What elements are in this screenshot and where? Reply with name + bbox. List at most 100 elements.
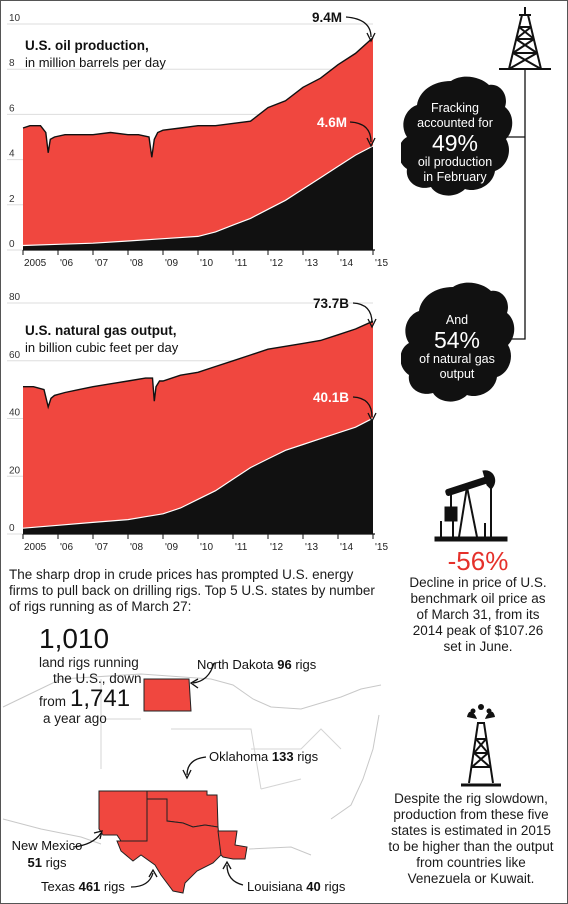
oklahoma-arrowhead: [182, 769, 192, 780]
gas-fracking-label: 40.1B: [313, 390, 349, 405]
gas-total-arrowhead: [367, 318, 377, 329]
x-tick-label: '08: [130, 258, 143, 269]
y-tick-label: 40: [9, 408, 21, 419]
oil-total-arrow: [345, 16, 372, 38]
fracking-area: [23, 418, 373, 534]
x-tick-label: '07: [95, 542, 108, 553]
x-tick-label: '10: [200, 542, 213, 553]
louisiana-label: Louisiana 40 rigs: [247, 879, 345, 894]
texas-label: Texas 461 rigs: [41, 879, 125, 894]
oklahoma-arrow: [186, 756, 207, 776]
oil-total-arrowhead: [366, 32, 376, 43]
fracking-area: [23, 146, 373, 250]
oklahoma-count: 133: [271, 749, 294, 764]
louisiana-shape: [217, 830, 248, 860]
new-mexico-unit: rigs: [45, 855, 67, 870]
x-tick-label: 2005: [24, 542, 47, 553]
y-tick-label: 0: [9, 239, 15, 250]
rigs-intro-line-1: The sharp drop in crude prices has promp…: [9, 567, 354, 582]
fracking-line: [22, 417, 374, 529]
natural-gas-chart: 2005 '06 '07 '08 '09 '10 '11 '12 '13 '14 '15 0 20 40…: [7, 292, 388, 553]
texas-shape: [116, 798, 222, 894]
pumpjack-icon: [434, 470, 508, 542]
north-dakota-arrow: [192, 662, 215, 684]
new-mexico-count: 51: [27, 855, 42, 870]
north-dakota-label: North Dakota 96 rigs: [197, 657, 316, 672]
north-dakota-shape: [143, 678, 192, 712]
rigs-total: 1,010 land rigs running the U.S., down f…: [39, 625, 169, 727]
texas-unit: rigs: [103, 879, 125, 894]
louisiana-unit: rigs: [324, 879, 346, 894]
fracking-line: [22, 145, 374, 247]
rigs-intro-line-3: of rigs running as of March 27:: [9, 599, 192, 614]
x-tick-label: '09: [165, 542, 178, 553]
north-dakota-count: 96: [277, 657, 292, 672]
north-dakota-name: North Dakota: [197, 657, 274, 672]
x-tick-label: '09: [165, 258, 178, 269]
texas-count: 461: [78, 879, 101, 894]
gas-callout-line3: output: [439, 367, 475, 381]
x-tick-label: '06: [60, 258, 73, 269]
price-line-1: Decline in price of U.S.: [409, 575, 547, 590]
x-tick-label: '15: [375, 542, 388, 553]
oil-derrick-icon: [499, 7, 551, 70]
oklahoma-unit: rigs: [297, 749, 319, 764]
x-tick-label: '11: [235, 542, 248, 553]
gusher-derrick-icon: [461, 704, 501, 787]
gas-fracking-arrowhead: [367, 412, 377, 423]
outlook-line-5: from countries like: [416, 855, 526, 870]
gas-callout-line2: of natural gas: [419, 352, 495, 366]
rigs-intro-line-2: firms to pull back on drilling rigs. Top…: [9, 583, 375, 598]
us-interior-lines: [100, 679, 342, 790]
gas-total-label: 73.7B: [313, 296, 349, 311]
gas-callout: And 54% of natural gas output: [407, 313, 507, 382]
outlook-text: Despite the rig slowdown, production fro…: [381, 791, 561, 887]
price-line-3: of March 31, from its: [416, 607, 540, 622]
y-tick-label: 4: [9, 149, 15, 160]
texas-arrow: [130, 872, 154, 888]
x-tick-label: '14: [340, 542, 353, 553]
outlook-line-4: to be higher than the output: [388, 839, 554, 854]
rigs-total-line2: the U.S., down: [53, 671, 142, 686]
x-tick-label: '13: [305, 258, 318, 269]
rigs-intro: The sharp drop in crude prices has promp…: [9, 567, 389, 615]
gas-callout-blob: [401, 282, 515, 402]
total-line: [23, 320, 374, 410]
price-line-4: 2014 peak of $107.26: [412, 623, 544, 638]
gas-chart-subtitle: in billion cubic feet per day: [25, 340, 179, 355]
louisiana-count: 40: [306, 879, 321, 894]
x-tick-label: '07: [95, 258, 108, 269]
oil-callout-pct: 49%: [431, 130, 479, 156]
new-mexico-label: New Mexico 51 rigs: [9, 837, 85, 871]
north-dakota-arrowhead: [189, 678, 199, 689]
north-dakota-unit: rigs: [295, 657, 317, 672]
oil-chart-subtitle: in million barrels per day: [25, 55, 166, 70]
outlook-line-1: Despite the rig slowdown,: [394, 791, 548, 806]
louisiana-name: Louisiana: [247, 879, 303, 894]
right-column-graphics: [401, 7, 551, 402]
price-decline-pct: -56%: [447, 546, 509, 576]
price-decline: -56% Decline in price of U.S. benchmark …: [393, 547, 563, 655]
y-tick-label: 80: [9, 292, 21, 303]
gas-total-arrow: [352, 302, 373, 324]
oil-callout-line3: oil production: [417, 155, 493, 169]
rigs-total-prev-count: 1,741: [70, 685, 131, 712]
oil-callout-line1: Fracking: [431, 101, 479, 115]
oil-fracking-arrow: [349, 121, 372, 143]
y-tick-label: 60: [9, 350, 21, 361]
oil-production-chart: 2005 '06 '07 '08 '09 '10 '11 '12 '13 '14 '15 0 2 4 6 8…: [7, 10, 388, 269]
new-mexico-name: New Mexico: [11, 838, 83, 853]
x-tick-label: '14: [340, 258, 353, 269]
total-area: [23, 37, 373, 250]
x-tick-label: '15: [375, 258, 388, 269]
gas-callout-pct: 54%: [433, 327, 481, 353]
louisiana-arrowhead: [222, 860, 232, 870]
us-outline: [2, 673, 382, 856]
texas-arrowhead: [148, 868, 158, 878]
y-tick-label: 0: [9, 523, 15, 534]
louisiana-arrow: [226, 864, 244, 886]
us-map: [2, 662, 382, 894]
oil-callout-line4: in February: [423, 170, 487, 184]
oil-chart-title: U.S. oil production,: [25, 38, 149, 53]
